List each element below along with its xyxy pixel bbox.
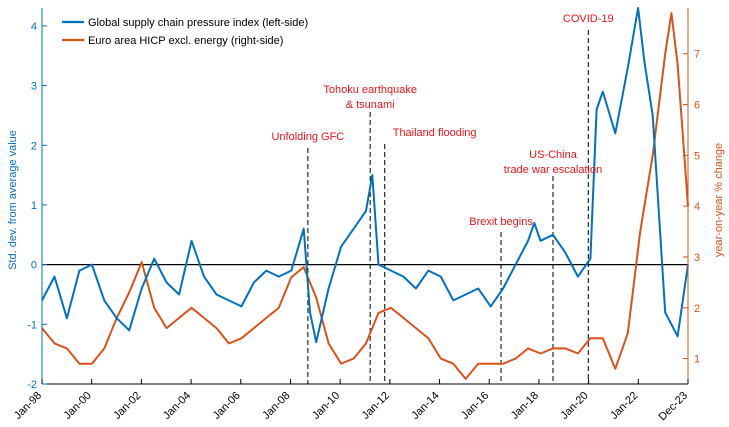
x-tick-label: Jan-12	[360, 390, 392, 422]
annotation-layer: Unfolding GFC Tohoku earthquake & tsunami T…	[271, 13, 613, 228]
y-right-tick-label: 2	[694, 303, 700, 315]
y-right-tick-label: 4	[694, 201, 700, 213]
legend-label-hicp: Euro area HICP excl. energy (right-side)	[88, 35, 283, 47]
x-tick-label: Jan-20	[558, 390, 590, 422]
x-tick-label: Jan-00	[62, 390, 94, 422]
x-tick-label: Jan-06	[211, 390, 243, 422]
y-axis-right-title: year-on-year % change	[713, 143, 725, 257]
y-right-tick-label: 3	[694, 252, 700, 264]
y-left-tick-label: -2	[27, 379, 37, 391]
y-axis-left-title: Std. dev. from average value	[7, 130, 19, 270]
y-left-tick-label: 0	[31, 260, 37, 272]
event-annotation: Tohoku earthquake	[323, 84, 417, 96]
x-tick-label: Jan-08	[260, 390, 292, 422]
y-left-tick-label: 2	[31, 140, 37, 152]
event-annotation: & tsunami	[346, 99, 395, 111]
x-tick-label: Jan-16	[459, 390, 491, 422]
y-right-tick-label: 1	[694, 354, 700, 366]
event-annotation: Thailand flooding	[393, 127, 477, 139]
y-right-tick-label: 6	[694, 100, 700, 112]
event-annotation: Brexit begins	[469, 216, 533, 228]
event-annotation: trade war escalation	[504, 164, 602, 176]
y-right-tick-label: 7	[694, 49, 700, 61]
event-annotation: COVID-19	[563, 13, 614, 25]
legend-box	[58, 12, 350, 50]
x-tick-label: Jan-10	[310, 390, 342, 422]
y-left-tick-label: 1	[31, 200, 37, 212]
y-left-tick-label: -1	[27, 319, 37, 331]
axes-layer: -2 -1 0 1 2 3 4 1 2 3 4 5 6 7 Jan-98 Jan-00 Jan-02 Jan-04…	[12, 8, 700, 423]
x-tick-label: Dec-23	[657, 390, 691, 424]
series-line-hicp	[41, 12, 689, 380]
x-tick-label: Jan-02	[111, 390, 143, 422]
series-layer	[41, 7, 689, 380]
legend: Global supply chain pressure index (left…	[58, 12, 350, 50]
x-tick-label: Jan-98	[12, 390, 44, 422]
series-line-gscpi	[41, 7, 689, 344]
x-tick-label: Jan-22	[608, 390, 640, 422]
y-left-tick-label: 3	[31, 81, 37, 93]
x-tick-label: Jan-14	[409, 390, 441, 422]
legend-label-gscpi: Global supply chain pressure index (left…	[88, 17, 308, 29]
x-tick-label: Jan-04	[161, 390, 193, 422]
y-left-tick-label: 4	[31, 21, 37, 33]
event-annotation: US-China	[529, 149, 578, 161]
event-annotation: Unfolding GFC	[271, 131, 344, 143]
event-lines	[307, 30, 589, 384]
x-tick-label: Jan-18	[509, 390, 541, 422]
y-right-tick-label: 5	[694, 150, 700, 162]
